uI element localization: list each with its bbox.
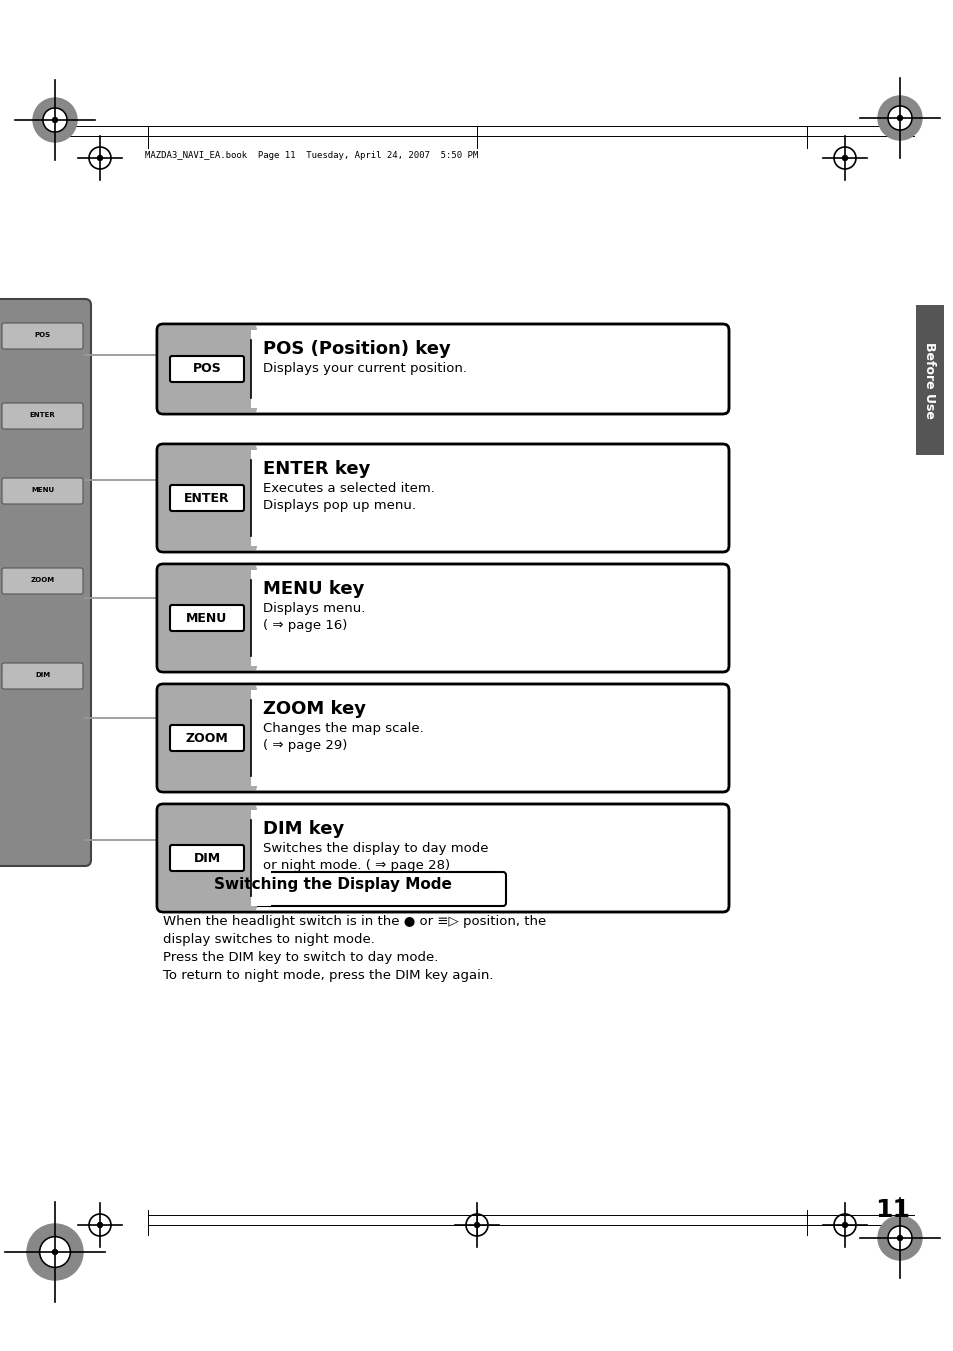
- FancyBboxPatch shape: [170, 485, 244, 511]
- FancyBboxPatch shape: [2, 478, 83, 504]
- Text: Before Use: Before Use: [923, 342, 936, 419]
- Text: DIM: DIM: [193, 851, 220, 865]
- FancyBboxPatch shape: [157, 684, 256, 792]
- Polygon shape: [251, 811, 271, 907]
- Text: MENU: MENU: [186, 612, 228, 624]
- Circle shape: [97, 155, 102, 161]
- FancyBboxPatch shape: [157, 804, 256, 912]
- Text: POS: POS: [193, 362, 221, 376]
- Text: Press the DIM key to switch to day mode.: Press the DIM key to switch to day mode.: [163, 951, 438, 965]
- FancyBboxPatch shape: [2, 323, 83, 349]
- Text: To return to night mode, press the DIM key again.: To return to night mode, press the DIM k…: [163, 969, 493, 982]
- Circle shape: [897, 115, 902, 120]
- Circle shape: [877, 1216, 921, 1260]
- Text: ZOOM: ZOOM: [30, 577, 54, 584]
- Text: ( ⇒ page 16): ( ⇒ page 16): [263, 619, 347, 632]
- Circle shape: [52, 1250, 57, 1255]
- Text: MENU key: MENU key: [263, 580, 364, 598]
- Polygon shape: [251, 450, 271, 546]
- Text: When the headlight switch is in the ● or ≡▷ position, the: When the headlight switch is in the ● or…: [163, 915, 546, 928]
- Text: DIM key: DIM key: [263, 820, 344, 838]
- Text: MENU: MENU: [30, 486, 54, 493]
- Text: Executes a selected item.: Executes a selected item.: [263, 482, 435, 494]
- Text: ZOOM key: ZOOM key: [263, 700, 366, 717]
- FancyBboxPatch shape: [157, 324, 256, 413]
- Circle shape: [841, 1223, 846, 1228]
- Text: ( ⇒ page 29): ( ⇒ page 29): [263, 739, 347, 753]
- FancyBboxPatch shape: [157, 804, 728, 912]
- FancyBboxPatch shape: [157, 563, 256, 671]
- Circle shape: [40, 1236, 71, 1267]
- Text: or night mode. ( ⇒ page 28): or night mode. ( ⇒ page 28): [263, 859, 450, 871]
- FancyBboxPatch shape: [157, 444, 728, 553]
- Circle shape: [33, 99, 77, 142]
- FancyBboxPatch shape: [170, 725, 244, 751]
- FancyBboxPatch shape: [157, 444, 256, 553]
- Circle shape: [27, 1224, 83, 1279]
- Circle shape: [97, 1223, 102, 1228]
- Text: ENTER key: ENTER key: [263, 459, 370, 478]
- FancyBboxPatch shape: [170, 357, 244, 382]
- Text: display switches to night mode.: display switches to night mode.: [163, 934, 375, 946]
- Text: ENTER: ENTER: [30, 412, 55, 417]
- Polygon shape: [251, 330, 271, 408]
- Text: Displays your current position.: Displays your current position.: [263, 362, 467, 376]
- FancyBboxPatch shape: [157, 563, 728, 671]
- Text: Switches the display to day mode: Switches the display to day mode: [263, 842, 488, 855]
- Circle shape: [841, 155, 846, 161]
- FancyBboxPatch shape: [160, 871, 505, 907]
- Text: Changes the map scale.: Changes the map scale.: [263, 721, 423, 735]
- Circle shape: [887, 105, 911, 130]
- Text: ZOOM: ZOOM: [186, 731, 228, 744]
- FancyBboxPatch shape: [2, 403, 83, 430]
- Text: POS: POS: [34, 332, 51, 338]
- Circle shape: [43, 108, 67, 132]
- Text: MAZDA3_NAVI_EA.book  Page 11  Tuesday, April 24, 2007  5:50 PM: MAZDA3_NAVI_EA.book Page 11 Tuesday, Apr…: [145, 150, 477, 159]
- FancyBboxPatch shape: [157, 324, 728, 413]
- FancyBboxPatch shape: [0, 299, 91, 866]
- Circle shape: [887, 1225, 911, 1250]
- FancyBboxPatch shape: [170, 844, 244, 871]
- Text: Displays menu.: Displays menu.: [263, 603, 365, 615]
- Circle shape: [52, 118, 57, 123]
- FancyBboxPatch shape: [2, 663, 83, 689]
- Polygon shape: [251, 570, 271, 666]
- Text: Displays pop up menu.: Displays pop up menu.: [263, 499, 416, 512]
- Text: 11: 11: [875, 1198, 909, 1223]
- FancyBboxPatch shape: [170, 605, 244, 631]
- Text: POS (Position) key: POS (Position) key: [263, 340, 450, 358]
- Circle shape: [474, 1223, 479, 1228]
- Polygon shape: [251, 690, 271, 786]
- Text: ENTER: ENTER: [184, 492, 230, 504]
- Circle shape: [897, 1236, 902, 1240]
- Circle shape: [877, 96, 921, 141]
- Polygon shape: [915, 305, 943, 455]
- Text: DIM: DIM: [35, 671, 50, 678]
- FancyBboxPatch shape: [157, 684, 728, 792]
- Text: Switching the Display Mode: Switching the Display Mode: [213, 878, 452, 893]
- FancyBboxPatch shape: [2, 567, 83, 594]
